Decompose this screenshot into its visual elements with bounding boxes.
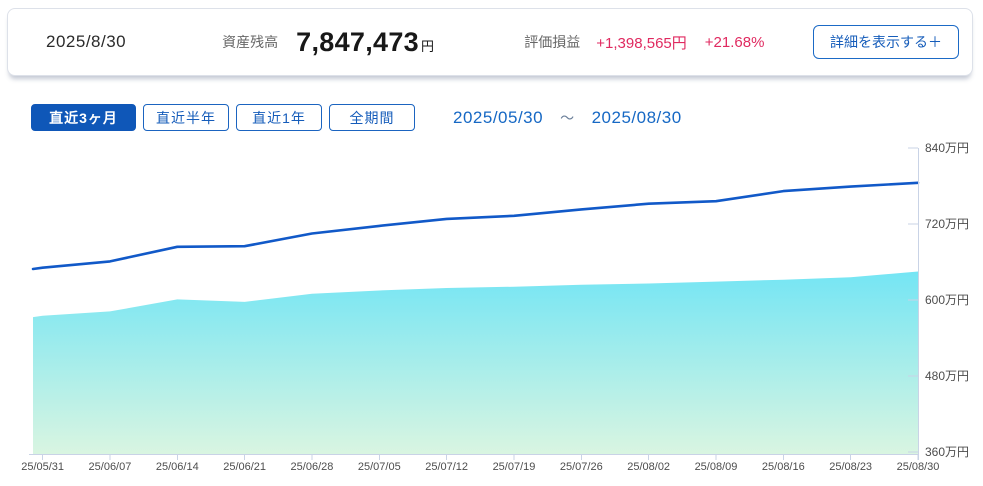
chart-axes — [29, 147, 919, 460]
x-tick-label: 25/06/07 — [89, 461, 132, 473]
x-tick-label: 25/05/31 — [21, 461, 64, 473]
x-tick-label: 25/07/26 — [560, 461, 603, 473]
x-tick-label: 25/07/12 — [425, 461, 468, 473]
show-details-button[interactable]: 詳細を表示する＋ — [813, 25, 959, 59]
balance-unit: 円 — [420, 38, 435, 54]
x-tick-label: 25/07/19 — [493, 461, 536, 473]
x-tick-label: 25/07/05 — [358, 461, 401, 473]
date-range: 2025/05/30 ～ 2025/08/30 — [453, 108, 682, 128]
asset-history-chart-svg[interactable]: 840万円 720万円 600万円 480万円 360万円 25/05/31 25/06/0… — [0, 140, 983, 481]
invested-amount-area — [33, 271, 918, 454]
pnl-percent: +21.68% — [704, 33, 765, 51]
pnl-amount: +1,398,565円 — [596, 34, 687, 52]
chart-tick-labels: 840万円 720万円 600万円 480万円 360万円 25/05/31 25/06/0… — [21, 141, 969, 473]
range-start-date: 2025/05/30 — [453, 107, 544, 127]
y-tick-label: 720万円 — [925, 217, 969, 231]
range-end-date: 2025/08/30 — [591, 107, 682, 127]
y-tick-label: 480万円 — [925, 369, 969, 383]
pnl-label: 評価損益 — [524, 34, 581, 50]
tab-recent-half-year[interactable]: 直近半年 — [143, 104, 229, 131]
range-separator: ～ — [560, 109, 575, 126]
x-tick-label: 25/08/23 — [829, 461, 872, 473]
chart-controls: 直近3ヶ月 直近半年 直近1年 全期間 2025/05/30 ～ 2025/08… — [31, 104, 682, 131]
tab-recent-3-months[interactable]: 直近3ヶ月 — [31, 104, 136, 131]
asset-history-chart[interactable]: 840万円 720万円 600万円 480万円 360万円 25/05/31 25/06/0… — [0, 140, 983, 481]
y-tick-label: 360万円 — [925, 445, 969, 459]
x-tick-label: 25/06/28 — [291, 461, 334, 473]
x-tick-label: 25/06/21 — [223, 461, 266, 473]
y-tick-label: 840万円 — [925, 141, 969, 155]
tab-all-period[interactable]: 全期間 — [329, 104, 415, 131]
balance-number: 7,847,473 — [296, 26, 419, 57]
x-tick-label: 25/08/02 — [627, 461, 670, 473]
balance-value: 7,847,473 円 — [296, 27, 434, 58]
x-tick-label: 25/08/09 — [695, 461, 738, 473]
balance-label: 資産残高 — [222, 34, 279, 50]
as-of-date: 2025/8/30 — [46, 32, 127, 51]
tab-recent-1-year[interactable]: 直近1年 — [236, 104, 322, 131]
x-tick-label: 25/08/16 — [762, 461, 805, 473]
y-tick-label: 600万円 — [925, 293, 969, 307]
x-tick-label: 25/08/30 — [897, 461, 940, 473]
x-tick-label: 25/06/14 — [156, 461, 199, 473]
asset-balance-line — [31, 181, 920, 271]
asset-summary-card: 2025/8/30 資産残高 7,847,473 円 評価損益 +1,398,56… — [7, 8, 973, 76]
